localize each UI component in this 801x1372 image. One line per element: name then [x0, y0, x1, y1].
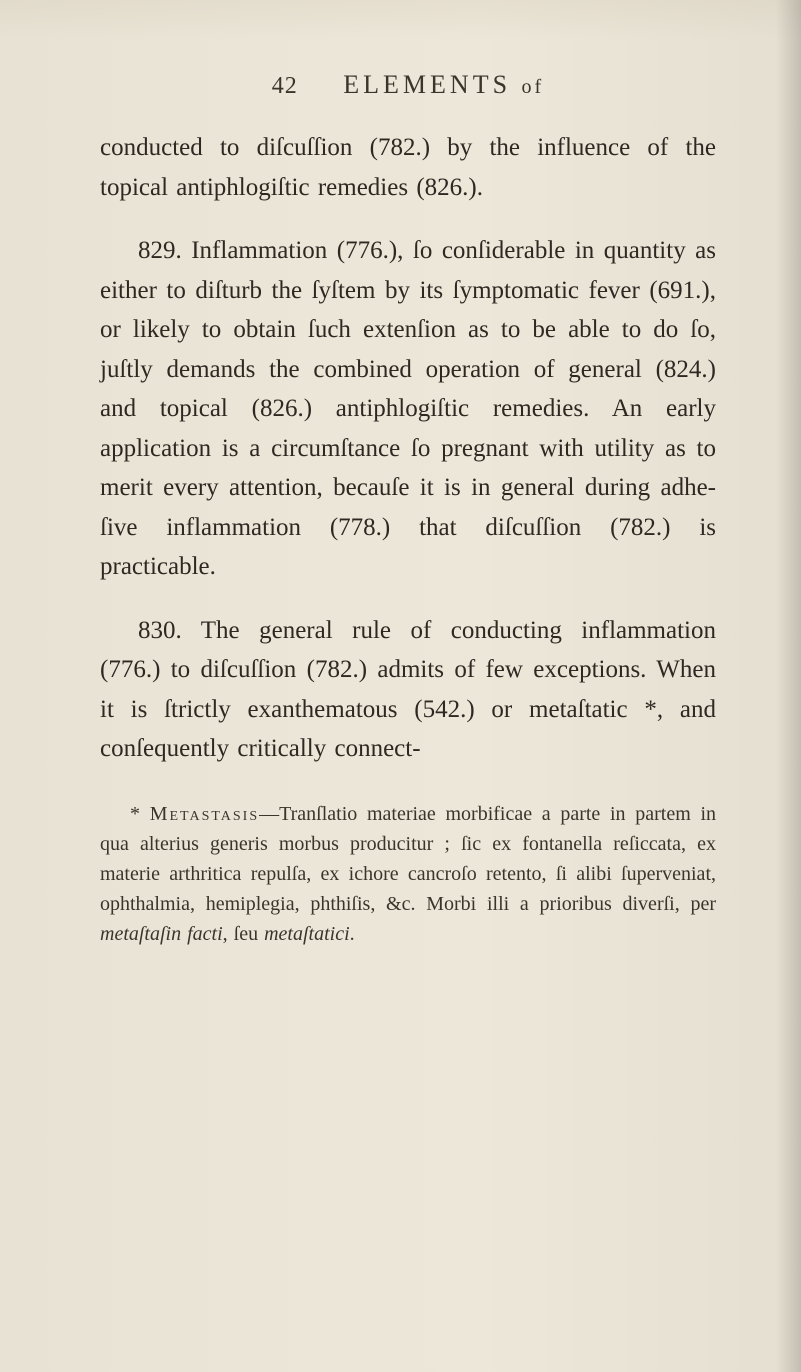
footnote-tail: . [350, 923, 355, 945]
footnote-marker: * [130, 803, 140, 825]
body-paragraph-829: 829. Inflammation (776.), ſo conſider­ab… [100, 231, 716, 587]
running-header: 42 ELEMENTS of [100, 70, 716, 100]
title-suffix: of [522, 76, 545, 98]
page-content: 42 ELEMENTS of conducted to diſcuſſion (… [0, 0, 801, 1009]
page-number: 42 [272, 73, 298, 100]
footnote-italic-2: metaſtatici [264, 923, 350, 945]
footnote-lead-term: Metastasis [150, 803, 259, 825]
footnote: * Metastasis—Tranſlatio materiae morbifi… [100, 799, 716, 949]
body-paragraph-continuation: conducted to diſcuſſion (782.) by the in… [100, 128, 716, 207]
title-main: ELEMENTS [343, 70, 511, 99]
running-title: ELEMENTS of [343, 70, 544, 100]
footnote-italic-1: metaſtaſin facti [100, 923, 223, 945]
footnote-mid: , ſeu [223, 923, 264, 945]
page-vignette-top [0, 0, 801, 40]
page-edge-shadow [776, 0, 801, 1372]
body-paragraph-830: 830. The general rule of conducting infl… [100, 611, 716, 769]
